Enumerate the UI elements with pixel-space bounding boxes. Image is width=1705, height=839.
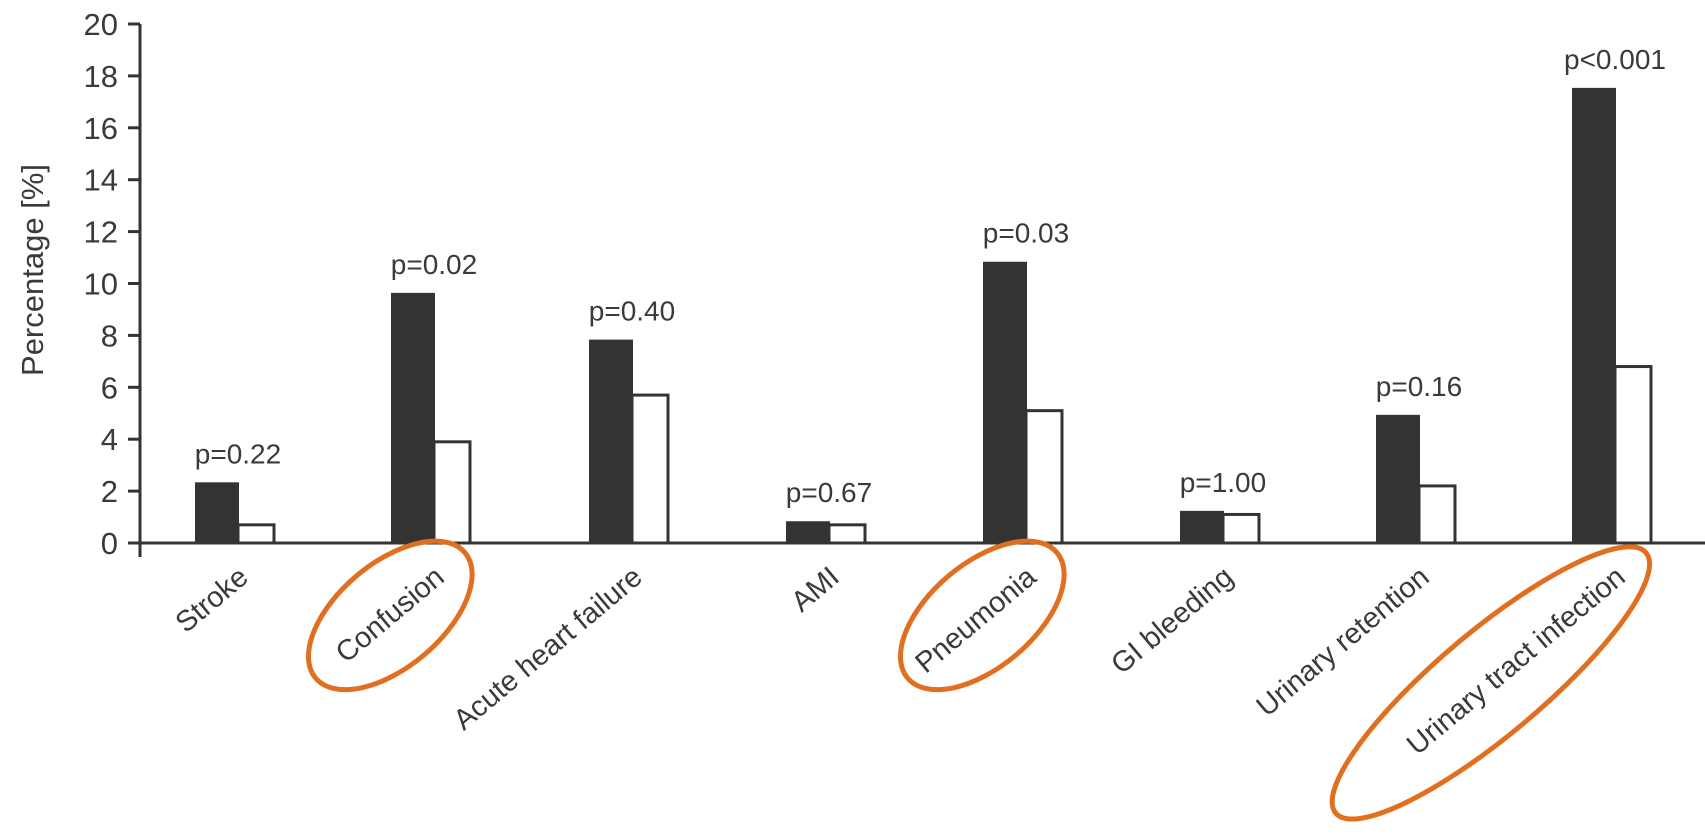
bar-series-2 bbox=[1613, 365, 1653, 545]
highlight-ellipse bbox=[305, 538, 475, 693]
y-tick-label: 4 bbox=[101, 422, 118, 457]
bars bbox=[195, 87, 1653, 545]
category-label: Acute heart failure bbox=[448, 561, 649, 737]
y-tick-label: 6 bbox=[101, 370, 118, 405]
y-tick-label: 14 bbox=[84, 163, 118, 198]
bar-series-1 bbox=[1572, 87, 1616, 544]
highlight-ellipses bbox=[305, 538, 1653, 822]
category-label: Confusion bbox=[330, 561, 451, 669]
p-value-label: p=0.40 bbox=[589, 296, 675, 327]
category-label: AMI bbox=[785, 561, 845, 619]
p-value-label: p=0.22 bbox=[195, 438, 281, 469]
p-value-label: p=1.00 bbox=[1180, 467, 1266, 498]
category-label: GI bleeding bbox=[1105, 561, 1239, 681]
y-tick-label: 12 bbox=[84, 215, 118, 250]
y-tick-label: 0 bbox=[101, 526, 118, 561]
highlight-ellipse bbox=[1329, 544, 1653, 822]
p-value-label: p<0.001 bbox=[1564, 44, 1666, 75]
y-tick-label: 10 bbox=[84, 267, 118, 302]
bar-series-2 bbox=[1221, 512, 1261, 545]
bar-series-1 bbox=[786, 521, 830, 544]
bar-series-1 bbox=[589, 339, 633, 544]
bar-series-2 bbox=[1024, 409, 1064, 545]
axes: 0 2 4 6 8 10 12 14 16 18 20 bbox=[84, 7, 1705, 561]
category-label: Stroke bbox=[170, 561, 255, 639]
bar-series-2 bbox=[236, 523, 276, 545]
bar-series-2 bbox=[432, 440, 472, 545]
bar-series-1 bbox=[391, 292, 435, 544]
bar-series-1 bbox=[1376, 414, 1420, 544]
p-value-label: p=0.02 bbox=[391, 249, 477, 280]
y-axis-label: Percentage [%] bbox=[15, 164, 50, 376]
category-label: Urinary retention bbox=[1251, 561, 1436, 723]
highlight-ellipse bbox=[897, 538, 1067, 693]
bar-series-2 bbox=[630, 393, 670, 545]
y-tick-label: 2 bbox=[101, 474, 118, 509]
p-value-label: p=0.16 bbox=[1376, 371, 1462, 402]
category-label: Pneumonia bbox=[910, 560, 1044, 679]
p-value-label: p=0.67 bbox=[786, 477, 872, 508]
p-value-label: p=0.03 bbox=[983, 218, 1069, 249]
bar-series-1 bbox=[195, 482, 239, 545]
bar-series-1 bbox=[1180, 510, 1224, 544]
y-tick-label: 16 bbox=[84, 111, 118, 146]
bar-series-2 bbox=[1417, 484, 1457, 545]
y-tick-label: 20 bbox=[84, 7, 118, 42]
bar-series-1 bbox=[983, 261, 1027, 544]
y-tick-label: 18 bbox=[84, 59, 118, 94]
bar-series-2 bbox=[827, 523, 867, 545]
y-tick-label: 8 bbox=[101, 318, 118, 353]
